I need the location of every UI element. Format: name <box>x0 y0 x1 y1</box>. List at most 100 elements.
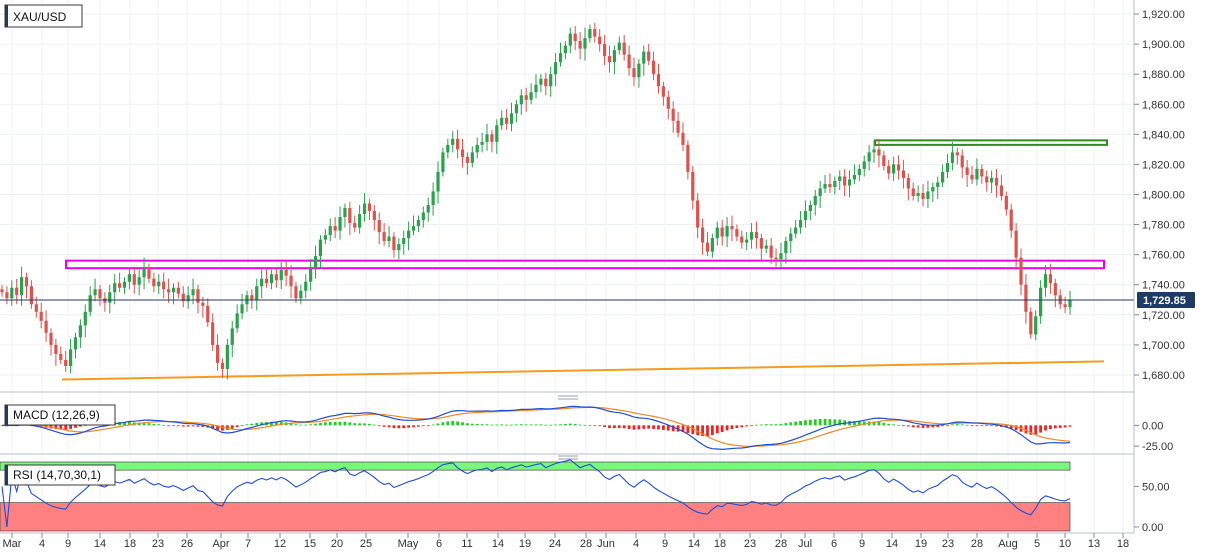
macd-histogram-bar <box>691 425 695 435</box>
date-tick-label: Mar <box>3 538 22 550</box>
candle-body <box>220 362 225 369</box>
macd-histogram-bar <box>647 425 651 429</box>
candle-body <box>578 41 582 49</box>
candle-body <box>960 155 964 168</box>
last-price-tag: 1,729.85 <box>1137 291 1195 308</box>
candle-body <box>671 108 675 121</box>
candle-body <box>990 177 994 183</box>
macd-histogram-bar <box>309 424 313 426</box>
price-tick-label: 1,780.00 <box>1142 220 1185 232</box>
price-grid <box>0 0 1134 533</box>
candle-body <box>250 295 254 300</box>
candle-body <box>563 45 567 54</box>
candle-body <box>44 320 48 333</box>
candle-body <box>759 238 763 249</box>
symbol-badge[interactable]: XAU/USD <box>4 4 83 28</box>
macd-histogram-bar <box>955 424 959 426</box>
candle-body <box>372 211 376 221</box>
macd-histogram-bar <box>916 425 920 428</box>
macd-histogram-bar <box>1039 425 1043 433</box>
macd-histogram-bar <box>1058 425 1062 428</box>
candle-body <box>480 141 484 145</box>
macd-histogram-bar <box>221 425 224 431</box>
price-tick-label: 1,880.00 <box>1142 69 1185 81</box>
macd-histogram-bar <box>216 425 219 430</box>
candle-body <box>823 183 827 189</box>
candle-body <box>431 191 435 206</box>
candle-body <box>328 226 332 236</box>
macd-histogram-bar <box>911 425 915 428</box>
candle-body <box>862 161 866 169</box>
candle-body <box>715 227 719 239</box>
macd-histogram-bar <box>172 425 175 427</box>
macd-histogram-bar <box>475 423 479 426</box>
macd-histogram-bar <box>622 425 626 429</box>
candle-body <box>313 256 318 269</box>
candle-body <box>1024 284 1028 312</box>
candle-body <box>196 289 200 303</box>
candle-body <box>421 212 425 221</box>
macd-histogram-bar <box>617 425 621 428</box>
date-tick-label: 25 <box>360 538 372 550</box>
pane-resize-handle-2[interactable] <box>558 455 578 460</box>
candle-body <box>201 302 205 306</box>
macd-histogram-bar <box>559 424 562 426</box>
candle-body <box>833 180 837 187</box>
macd-histogram-bar <box>808 419 812 426</box>
macd-histogram-bar <box>701 425 704 437</box>
macd-histogram-bar <box>657 425 660 430</box>
macd-histogram-bar <box>402 425 406 429</box>
macd-histogram-bar <box>946 425 949 427</box>
candle-body <box>181 293 185 302</box>
macd-tick-label: -25.00 <box>1142 441 1173 453</box>
macd-histogram-bar <box>368 423 371 426</box>
candle-body <box>784 241 788 254</box>
rsi-overbought-band <box>0 461 1071 471</box>
candle-body <box>10 287 14 299</box>
macd-histogram-bar <box>78 425 82 427</box>
candle-body <box>1063 304 1067 308</box>
candle-body <box>157 281 161 287</box>
candle-body <box>88 295 92 312</box>
candle-body <box>632 68 636 78</box>
macd-histogram-bar <box>186 425 190 427</box>
macd-histogram-bar <box>431 424 435 426</box>
macd-histogram-bar <box>500 424 504 426</box>
macd-histogram-bar <box>568 423 572 426</box>
candle-body <box>451 138 455 145</box>
macd-histogram-bar <box>725 425 729 431</box>
candle-body <box>1053 283 1057 296</box>
candle-body <box>980 168 984 177</box>
macd-histogram-bar <box>960 424 964 426</box>
date-tick-label: May <box>398 538 419 550</box>
macd-histogram-bar <box>417 425 420 427</box>
pane-resize-handle[interactable] <box>558 395 578 400</box>
price-tick-label: 1,900.00 <box>1142 39 1185 51</box>
macd-label-badge[interactable]: MACD (12,26,9) <box>4 404 116 426</box>
candle-body <box>524 95 528 100</box>
macd-histogram-bar <box>833 419 837 426</box>
rsi-pane <box>0 459 1071 532</box>
macd-histogram-bar <box>632 425 636 430</box>
candle-body <box>735 229 739 237</box>
candle-body <box>950 152 955 163</box>
candle-body <box>994 177 999 186</box>
candle-body <box>460 149 465 157</box>
candle-body <box>318 239 323 257</box>
price-tick-label: 1,800.00 <box>1142 189 1185 201</box>
candle-body <box>304 281 308 291</box>
candle-body <box>808 205 812 212</box>
macd-histogram-bar <box>397 425 401 429</box>
rsi-label-badge[interactable]: RSI (14,70,30,1) <box>4 464 116 486</box>
symbol-label: XAU/USD <box>13 10 67 24</box>
candle-body <box>700 227 705 243</box>
macd-histogram-bar <box>715 425 719 434</box>
candle-body <box>456 138 460 150</box>
macd-histogram-bar <box>740 425 744 428</box>
candle-body <box>828 183 832 187</box>
macd-histogram-bar <box>412 425 415 428</box>
candle-body <box>441 152 445 172</box>
price-tick-label: 1,720.00 <box>1142 310 1185 322</box>
candle-body <box>745 239 749 243</box>
